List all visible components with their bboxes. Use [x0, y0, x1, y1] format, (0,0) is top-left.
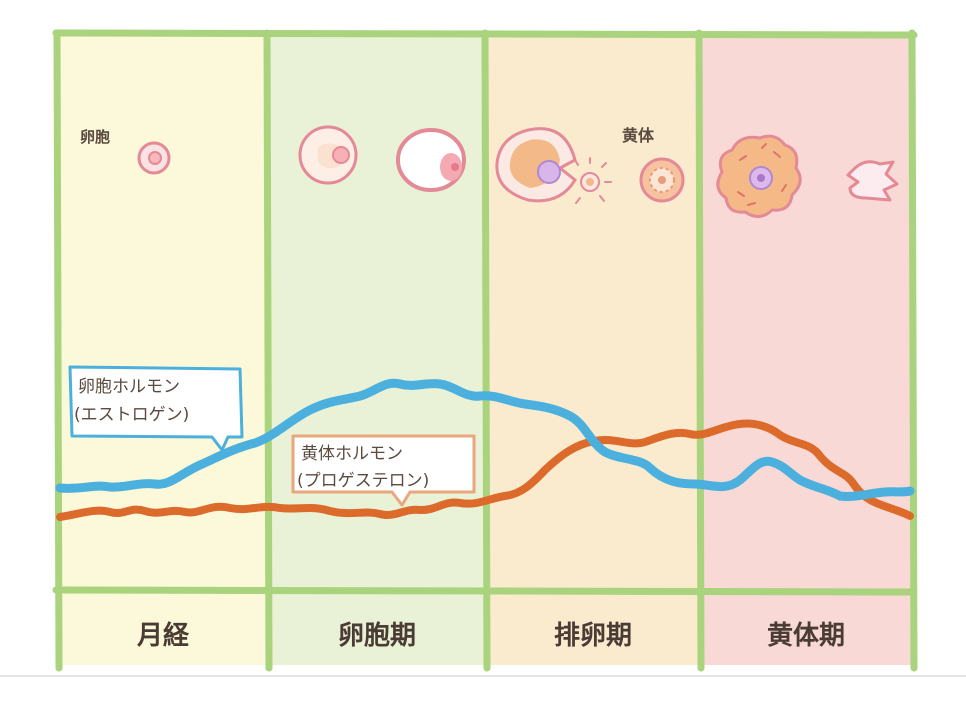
- growing-follicle-icon: [298, 125, 358, 185]
- progesterone-label-line1: 黄体ホルモン: [301, 444, 403, 464]
- corpus-albicans-icon: [846, 160, 899, 202]
- phase-bg-luteal: [700, 35, 912, 665]
- row-divider: [52, 586, 918, 596]
- corpus-luteum-label: 黄体: [622, 126, 655, 145]
- estrogen-label-line1: 卵胞ホルモン: [78, 377, 180, 397]
- grid-lines: [52, 29, 918, 672]
- small-follicle-icon: [137, 141, 171, 175]
- estrogen-label-line2: (エストロゲン): [74, 405, 189, 425]
- phase-label-ovulation: 排卵期: [554, 621, 632, 651]
- estrogen-label-bubble: 卵胞ホルモン (エストロゲン): [68, 365, 244, 452]
- phase-label-luteal: 黄体期: [767, 621, 845, 651]
- phase-label-follicular: 卵胞期: [338, 620, 416, 651]
- phase-bg-ovulation: [486, 35, 700, 665]
- progesterone-label-bubble: 黄体ホルモン (プロゲステロン): [291, 434, 476, 507]
- progesterone-label-line2: (プロゲステロン): [297, 471, 429, 491]
- outer-border-left: [53, 29, 63, 672]
- mature-follicle-icon: [396, 128, 466, 192]
- divider-2: [481, 29, 491, 672]
- estrogen-curve: [55, 378, 915, 501]
- mature-corpus-luteum-icon: [716, 134, 802, 218]
- progesterone-curve: [56, 419, 914, 521]
- released-egg-icon: [574, 157, 612, 204]
- early-corpus-luteum-icon: [639, 157, 685, 203]
- phase-bg-menstruation: [58, 35, 268, 665]
- bottom-divider: [0, 675, 966, 677]
- divider-3: [695, 29, 705, 672]
- ovulation-follicle-icon: [495, 127, 577, 203]
- phase-bg-follicular: [268, 35, 486, 665]
- follicle-label: 卵胞: [80, 128, 110, 146]
- phase-label-menstruation: 月経: [136, 620, 190, 651]
- ovary-stage-illustrations: [137, 125, 899, 218]
- outer-border-right: [908, 29, 918, 672]
- divider-1: [263, 29, 273, 672]
